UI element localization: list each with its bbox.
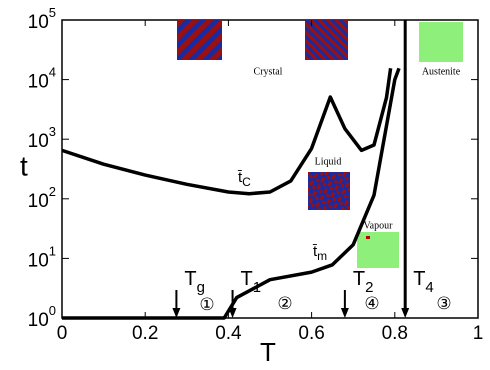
- curve-label-name: t̄: [312, 243, 318, 260]
- y-tick-exponent: 0: [49, 303, 56, 318]
- curve-label-sub: m: [317, 249, 327, 263]
- y-tick-label: 103: [28, 125, 56, 153]
- y-tick-label: 104: [28, 65, 56, 93]
- vapour-particle: [366, 236, 370, 239]
- y-tick-label: 101: [28, 244, 56, 272]
- curve: [61, 68, 393, 196]
- marker-label-name: T: [241, 268, 253, 290]
- y-tick-exponent: 5: [49, 5, 56, 20]
- phase-label: Austenite: [422, 66, 461, 77]
- marker-arrowhead: [340, 308, 349, 318]
- y-tick-exponent: 1: [49, 244, 56, 259]
- region-number: ①: [199, 295, 214, 315]
- region-number: ④: [364, 294, 379, 314]
- marker-label: Tg: [184, 268, 205, 296]
- marker-arrowhead: [172, 308, 181, 318]
- y-tick-base: 10: [28, 131, 49, 152]
- y-tick-base: 10: [28, 250, 49, 271]
- x-tick-label: 1: [473, 323, 484, 344]
- marker-label-name: T: [353, 268, 365, 290]
- marker-arrowhead: [401, 308, 410, 318]
- marker-label-sub: 2: [365, 279, 373, 296]
- y-tick-base: 10: [28, 310, 49, 331]
- x-axis-label: T: [260, 337, 276, 367]
- crystal-thumbnail: [177, 20, 222, 60]
- marker-label-name: T: [413, 268, 425, 290]
- y-tick-label: 105: [28, 5, 56, 33]
- liquid-thumbnail: [308, 172, 350, 210]
- marker-label: T4: [413, 268, 434, 296]
- austenite-thumbnail: [419, 22, 463, 62]
- phase-label: Vapour: [364, 220, 394, 231]
- y-tick-base: 10: [28, 12, 49, 33]
- y-axis-label: t: [20, 150, 28, 181]
- marker-label: T2: [353, 268, 374, 296]
- curve-label: t̄C: [237, 169, 251, 189]
- region-number: ②: [277, 294, 292, 314]
- y-tick-base: 10: [28, 191, 49, 212]
- marker-label: T1: [241, 268, 262, 296]
- phase-label: Liquid: [315, 156, 342, 167]
- y-tick-label: 100: [28, 303, 56, 331]
- region-number: ③: [436, 294, 451, 314]
- curve-label-name: t̄: [237, 169, 243, 186]
- x-tick-label: 0.2: [132, 323, 158, 344]
- marker-label-sub: g: [197, 279, 205, 296]
- y-tick-exponent: 4: [49, 65, 56, 80]
- x-tick-label: 0.6: [298, 323, 324, 344]
- marker-label-sub: 1: [253, 279, 261, 296]
- crystal-thumbnail: [305, 20, 348, 60]
- x-tick-label: 0: [57, 323, 68, 344]
- y-tick-exponent: 3: [49, 125, 56, 140]
- x-tick-label: 0.8: [382, 323, 408, 344]
- marker-label-name: T: [184, 268, 196, 290]
- x-tick-label: 0.4: [215, 323, 242, 344]
- plot-frame: [61, 19, 479, 319]
- curve-label: t̄m: [312, 243, 327, 263]
- marker-label-sub: 4: [425, 279, 433, 296]
- y-tick-base: 10: [28, 72, 49, 93]
- y-tick-exponent: 2: [49, 184, 56, 199]
- marker-arrowhead: [228, 308, 237, 318]
- phase-label: Crystal: [254, 66, 283, 77]
- curve-label-sub: C: [242, 175, 251, 189]
- vapour-thumbnail: [357, 232, 399, 268]
- curve: [62, 67, 401, 320]
- y-tick-label: 102: [28, 184, 56, 212]
